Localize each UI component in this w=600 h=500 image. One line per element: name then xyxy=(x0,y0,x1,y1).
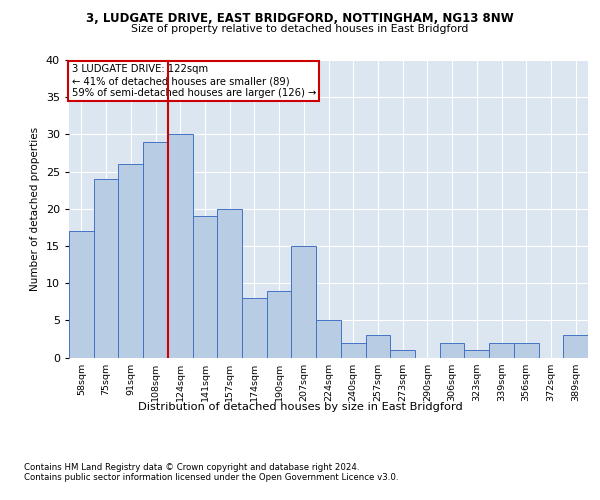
Text: Contains public sector information licensed under the Open Government Licence v3: Contains public sector information licen… xyxy=(24,472,398,482)
Bar xyxy=(365,335,390,357)
Bar xyxy=(292,246,316,358)
Bar xyxy=(168,134,193,358)
Text: 3 LUDGATE DRIVE: 122sqm
← 41% of detached houses are smaller (89)
59% of semi-de: 3 LUDGATE DRIVE: 122sqm ← 41% of detache… xyxy=(71,64,316,98)
Text: Size of property relative to detached houses in East Bridgford: Size of property relative to detached ho… xyxy=(131,24,469,34)
Bar xyxy=(267,290,292,358)
Bar xyxy=(489,342,514,357)
Bar xyxy=(217,209,242,358)
Bar xyxy=(514,342,539,357)
Bar xyxy=(193,216,217,358)
Bar xyxy=(464,350,489,358)
Bar xyxy=(118,164,143,358)
Bar xyxy=(341,342,365,357)
Bar xyxy=(242,298,267,358)
Bar xyxy=(316,320,341,358)
Text: 3, LUDGATE DRIVE, EAST BRIDGFORD, NOTTINGHAM, NG13 8NW: 3, LUDGATE DRIVE, EAST BRIDGFORD, NOTTIN… xyxy=(86,12,514,26)
Bar xyxy=(390,350,415,358)
Bar xyxy=(563,335,588,357)
Bar xyxy=(69,231,94,358)
Y-axis label: Number of detached properties: Number of detached properties xyxy=(30,126,40,291)
Text: Distribution of detached houses by size in East Bridgford: Distribution of detached houses by size … xyxy=(137,402,463,412)
Bar xyxy=(94,179,118,358)
Text: Contains HM Land Registry data © Crown copyright and database right 2024.: Contains HM Land Registry data © Crown c… xyxy=(24,462,359,471)
Bar xyxy=(440,342,464,357)
Bar xyxy=(143,142,168,358)
